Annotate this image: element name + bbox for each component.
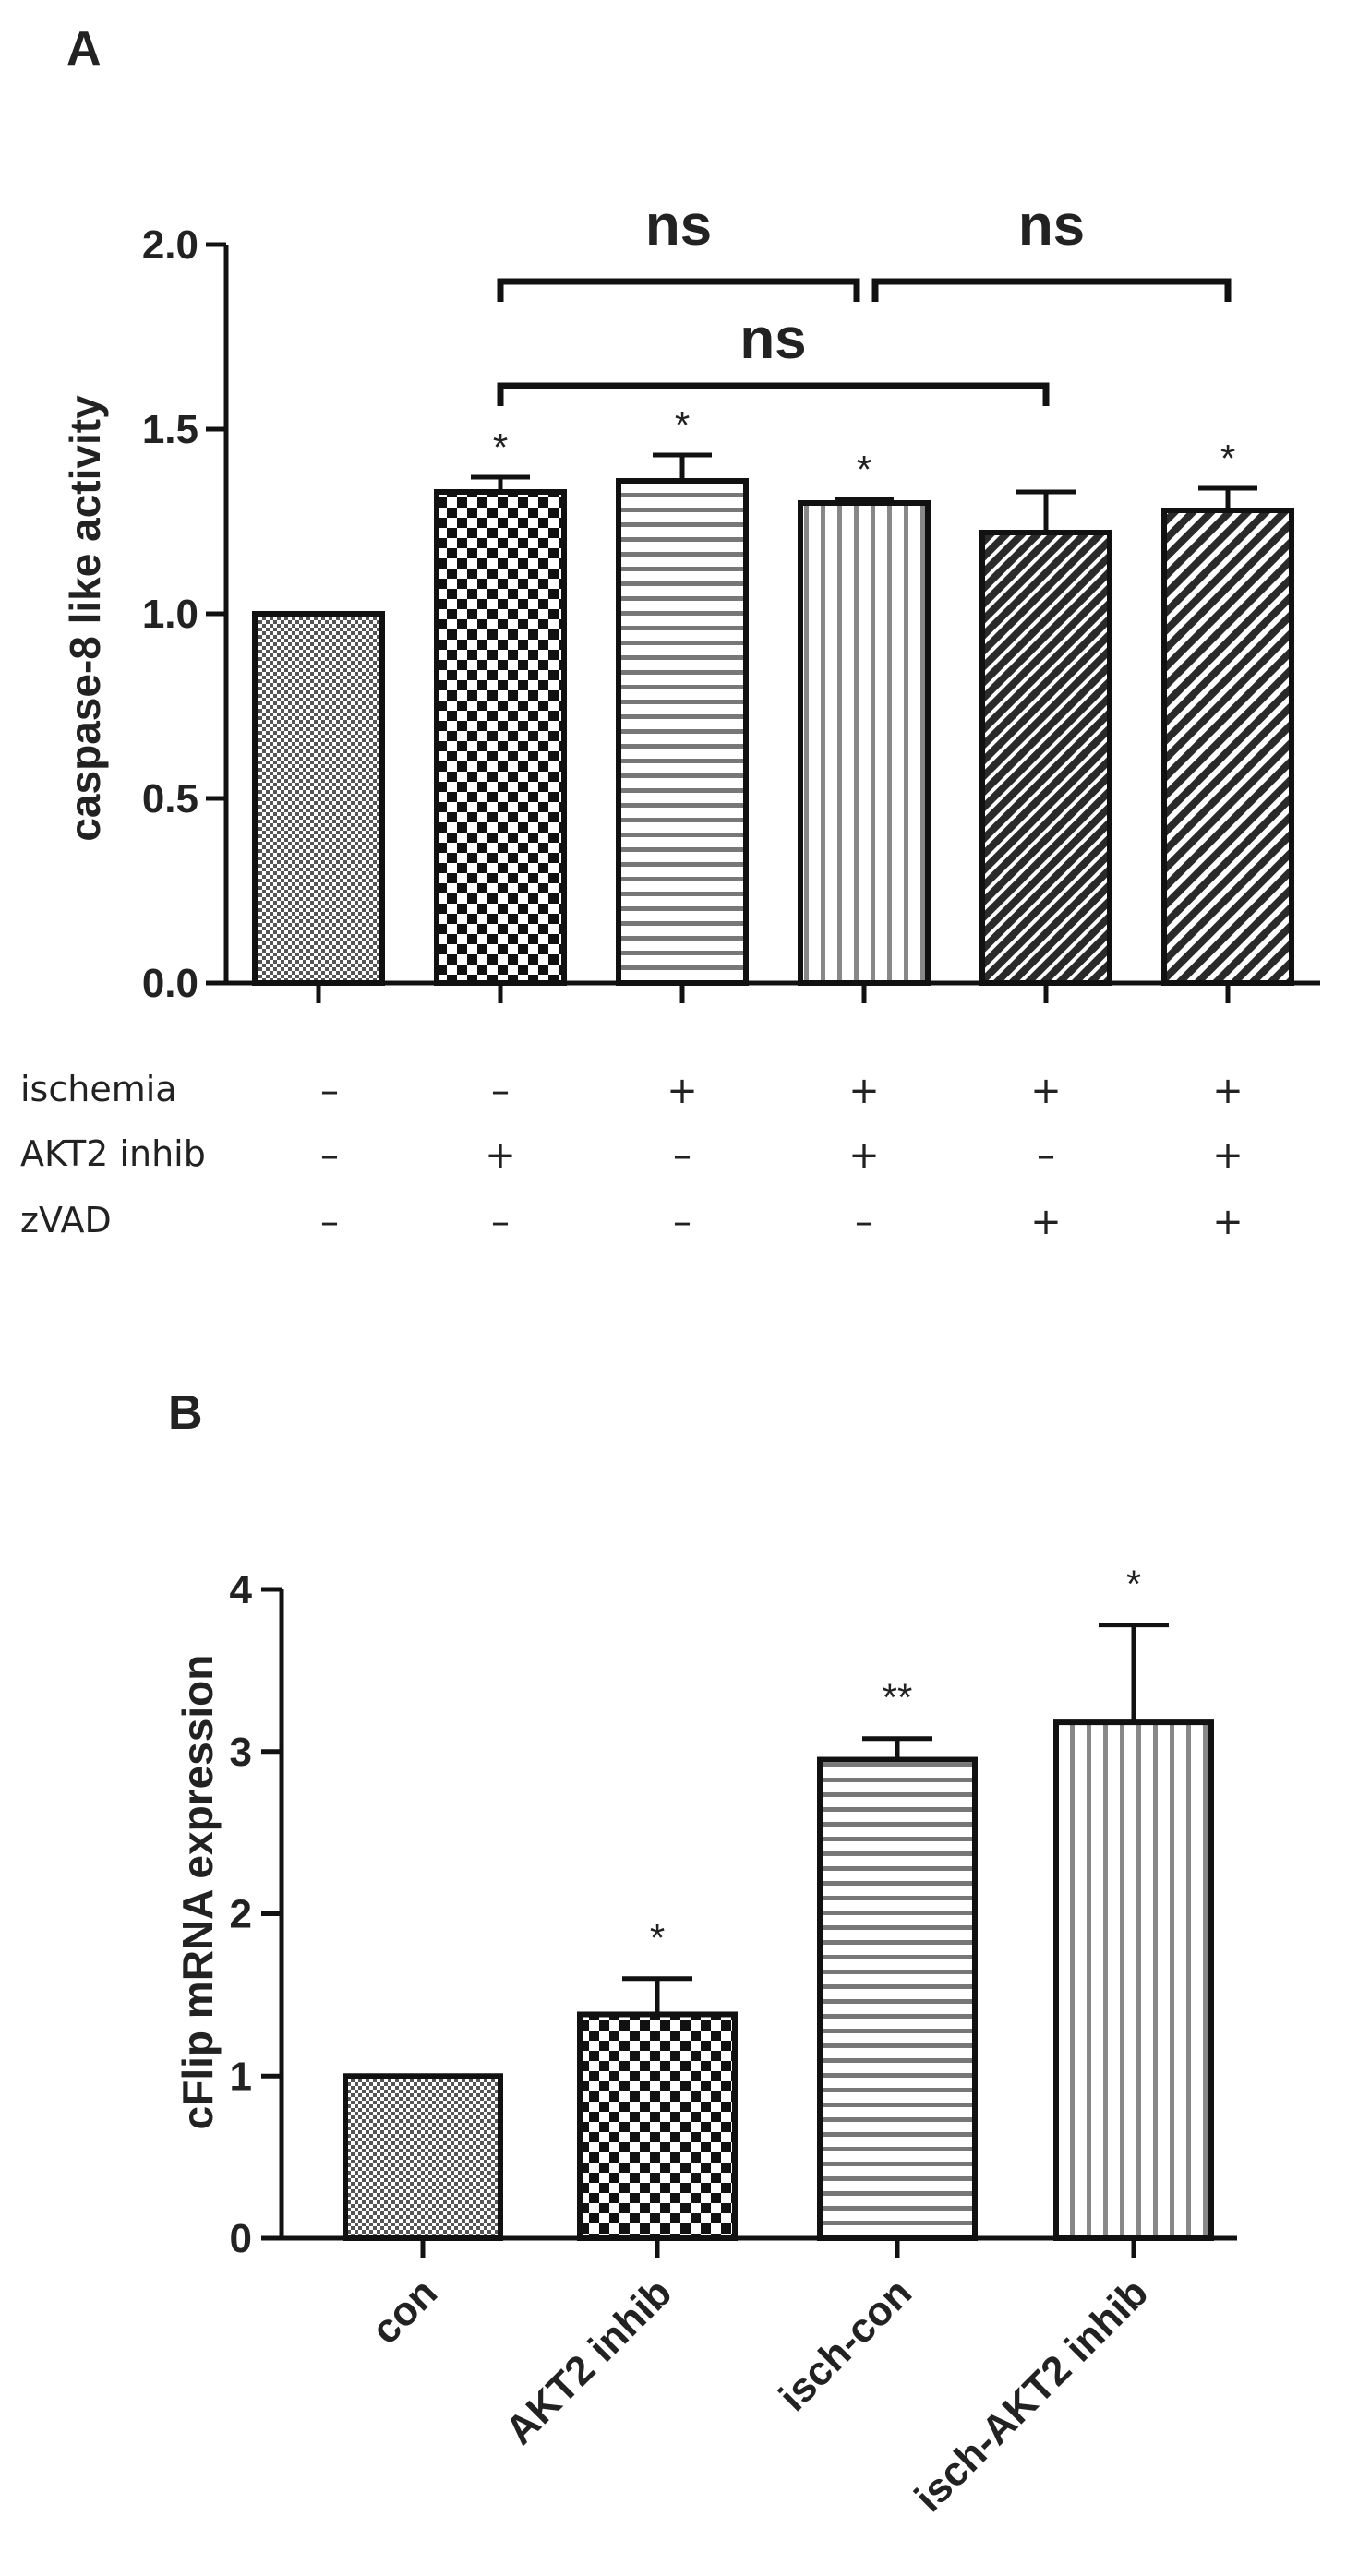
panel-a-ytick-label: 1.0 — [142, 592, 198, 637]
panel-a-comparison-label: ns — [1018, 194, 1085, 258]
panel-a-condition-sign: + — [1030, 1201, 1062, 1243]
panel-a-significance: * — [1220, 437, 1235, 480]
panel-a-bar — [434, 489, 567, 986]
panel-b-significance: ** — [883, 1676, 913, 1719]
panel-a-comparison-bracket — [497, 382, 1050, 406]
panel-a-comparison-bracket — [497, 278, 860, 302]
panel-a-bar — [616, 478, 749, 986]
panel-b-category-label: isch-AKT2 inhib — [907, 2270, 1157, 2520]
panel-b-bar — [817, 1756, 978, 2241]
panel-b-significance: * — [1126, 1563, 1141, 1606]
panel-a-condition-sign: – — [855, 1201, 873, 1243]
panel-a-condition-sign: + — [848, 1070, 880, 1112]
panel-b-ytick-label: 3 — [230, 1730, 252, 1775]
panel-a-condition-sign: – — [673, 1201, 691, 1243]
panel-a-bar — [979, 530, 1112, 986]
panel-a-condition-sign: – — [1037, 1134, 1055, 1177]
panel-b-ytick-label: 0 — [230, 2216, 252, 2261]
panel-b-bar — [577, 2011, 738, 2242]
panel-a-ylabel: caspase-8 like activity — [61, 395, 109, 842]
panel-b-letter: B — [168, 1386, 203, 1440]
panel-a-significance: * — [493, 425, 508, 469]
panel-a-condition-sign: – — [673, 1134, 691, 1177]
panel-a-condition-sign: + — [1212, 1070, 1244, 1112]
panel-a-ytick-label: 1.5 — [142, 407, 198, 452]
panel-b-plot: 0 1 2 3 4 con * AKT2 inhib ** isch-con * isch-AKT2 … — [230, 1563, 1237, 2521]
panel-a-condition-sign: + — [1212, 1201, 1244, 1243]
panel-b-category-label: con — [363, 2270, 446, 2353]
panel-a-ytick-label: 2.0 — [142, 222, 198, 268]
panel-b-significance: * — [650, 1916, 665, 1959]
panel-a-condition-sign: – — [320, 1201, 339, 1243]
panel-b-ytick-label: 1 — [230, 2054, 252, 2099]
panel-a-bar — [798, 500, 931, 986]
panel-a-condition-sign: + — [1030, 1070, 1062, 1112]
panel-a-ytick-label: 0.0 — [142, 961, 198, 1006]
panel-a-condition-sign: – — [320, 1070, 339, 1112]
panel-b-category-label: AKT2 inhib — [497, 2270, 680, 2453]
panel-a-ytick-label: 0.5 — [142, 776, 198, 821]
panel-a-comparison-bracket — [871, 278, 1232, 302]
panel-b-ylabel: cFlip mRNA expression — [174, 1655, 222, 2130]
panel-a-condition-label: zVAD — [20, 1200, 112, 1240]
panel-a-condition-sign: – — [320, 1134, 339, 1177]
panel-a-bar — [1161, 508, 1294, 986]
panel-b-bar — [1053, 1719, 1214, 2241]
panel-a-condition-sign: + — [485, 1134, 516, 1177]
panel-a-significance: * — [675, 403, 690, 447]
panel-a-condition-sign: – — [491, 1201, 510, 1243]
panel-a-condition-sign: – — [491, 1070, 510, 1112]
panel-a-significance: * — [857, 448, 871, 491]
panel-a-comparison-label: ns — [739, 307, 806, 371]
panel-b-ytick-label: 2 — [230, 1892, 252, 1937]
panel-a-condition-sign: + — [1212, 1134, 1244, 1177]
panel-b-bar — [343, 2073, 503, 2241]
panel-a-condition-label: ischemia — [20, 1069, 177, 1109]
panel-b-ytick-label: 4 — [230, 1567, 253, 1612]
panel-b-category-label: isch-con — [770, 2270, 920, 2420]
panel-a-condition-sign: + — [667, 1070, 698, 1112]
panel-a-condition-sign: + — [848, 1134, 880, 1177]
panel-a-comparison-label: ns — [645, 194, 712, 258]
panel-a-condition-label: AKT2 inhib — [20, 1133, 206, 1174]
panel-a-letter: A — [66, 22, 102, 76]
panel-a-bar — [252, 611, 385, 986]
